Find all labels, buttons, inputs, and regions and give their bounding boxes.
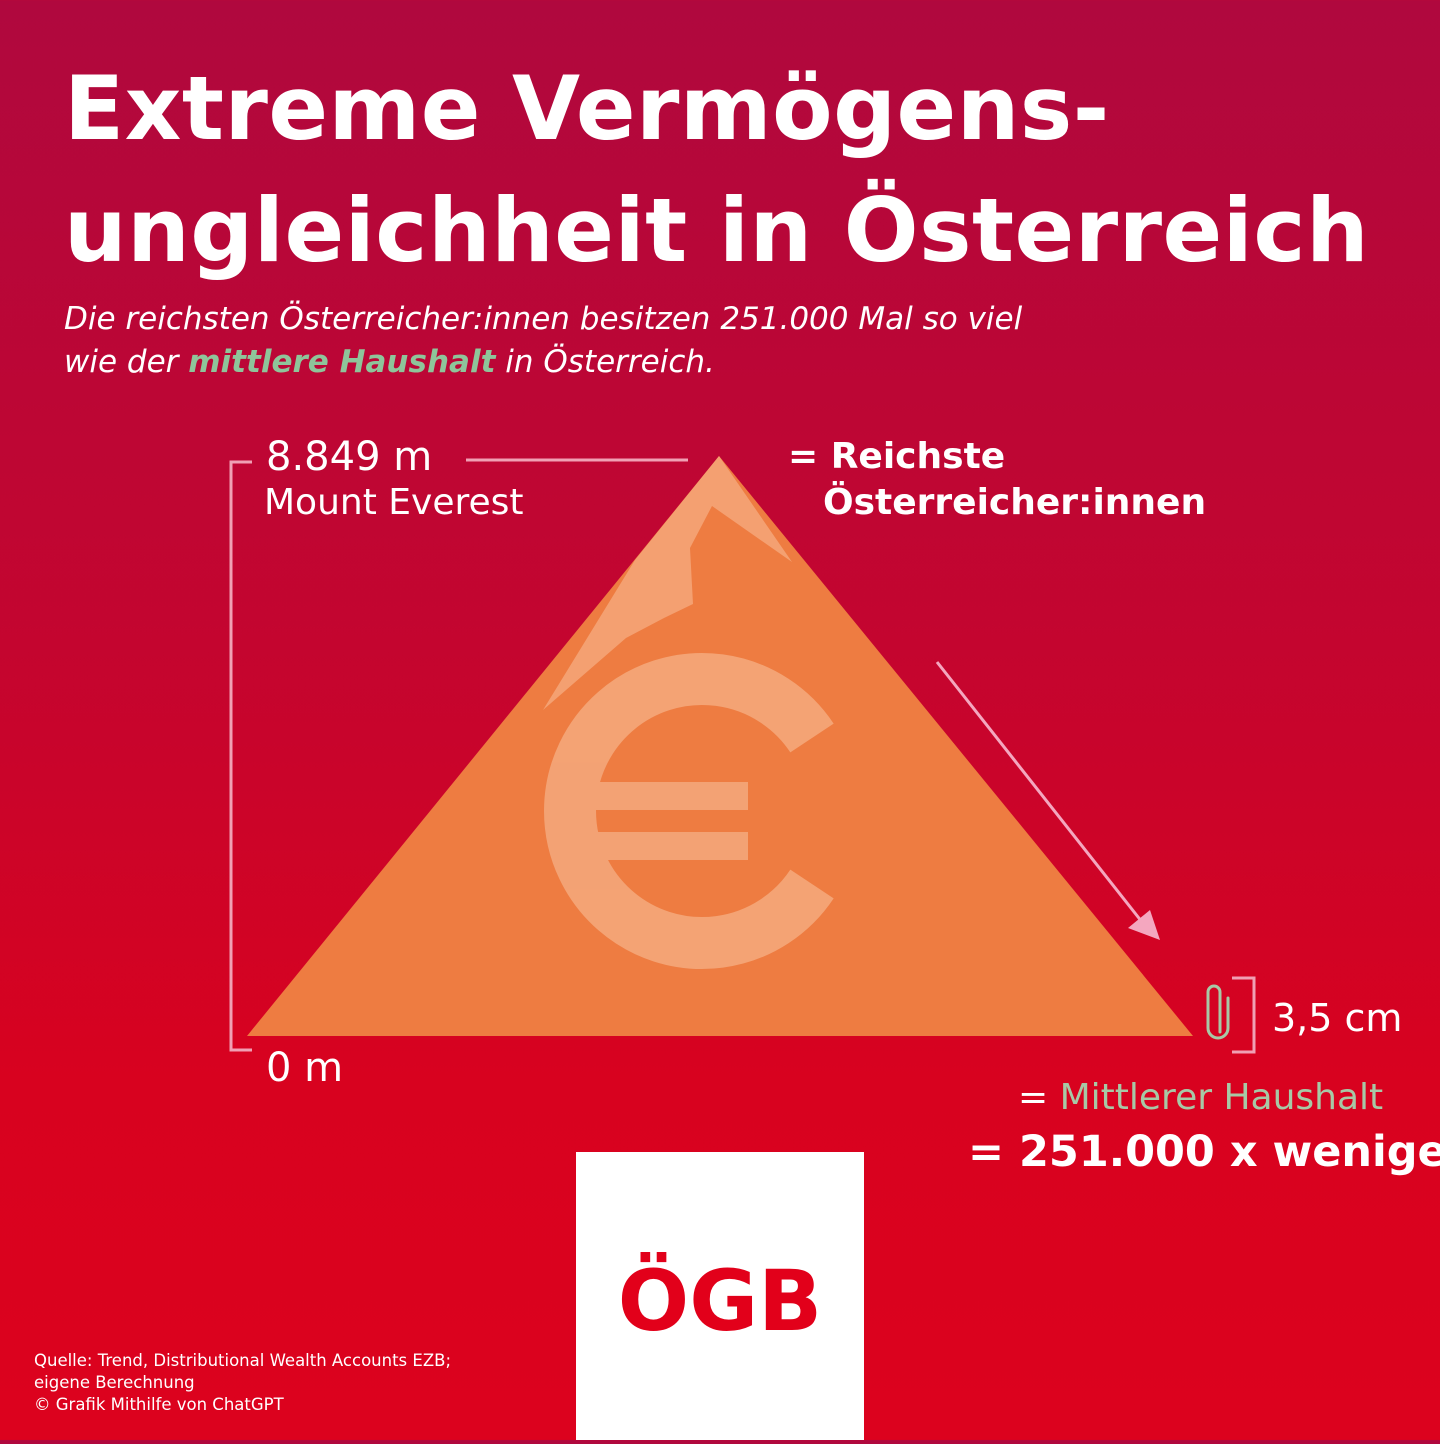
arrow-down-right-icon (935, 661, 1160, 940)
richest-label-line-1: = Reichste (788, 436, 1006, 477)
source-note: Quelle: Trend, Distributional Wealth Acc… (34, 1350, 451, 1416)
paperclip-icon (1206, 984, 1230, 1040)
height-bracket (229, 460, 252, 1052)
svg-text:ÖGB: ÖGB (618, 1252, 822, 1350)
richest-label: = Reichste Österreicher:innen (788, 434, 1206, 526)
median-prefix: = (1018, 1077, 1060, 1118)
median-text: Mittlerer Haushalt (1059, 1077, 1384, 1118)
page-title: Extreme Vermögens- ungleichheit in Öster… (64, 48, 1369, 292)
paperclip-height-label: 3,5 cm (1272, 996, 1403, 1040)
subtitle-highlight: mittlere Haushalt (188, 344, 496, 380)
paperclip-bracket (1232, 976, 1256, 1054)
oegb-logo-box: ÖGB (576, 1152, 864, 1440)
source-line-1: Quelle: Trend, Distributional Wealth Acc… (34, 1351, 452, 1370)
source-line-3: © Grafik Mithilfe von ChatGPT (34, 1395, 284, 1414)
subtitle: Die reichsten Österreicher:innen besitze… (64, 298, 1022, 384)
median-household-label: = Mittlerer Haushalt (1018, 1077, 1383, 1118)
zero-height-label: 0 m (266, 1045, 344, 1091)
oegb-logo: ÖGB (618, 1252, 822, 1350)
title-line-1: Extreme Vermögens- (64, 57, 1110, 160)
mountain-triangle (247, 456, 1193, 1036)
euro-icon (544, 653, 834, 969)
subtitle-line-2-start: wie der (64, 344, 189, 380)
everest-name-label: Mount Everest (264, 482, 524, 523)
mountain-snow-highlight (543, 456, 792, 710)
title-line-2: ungleichheit in Österreich (64, 179, 1370, 282)
source-line-2: eigene Berechnung (34, 1373, 195, 1392)
everest-height-label: 8.849 m (266, 434, 433, 480)
factor-label: = 251.000 x weniger (968, 1127, 1440, 1177)
subtitle-line-2-end: in Österreich. (495, 344, 715, 380)
subtitle-line-1: Die reichsten Österreicher:innen besitze… (64, 301, 1023, 337)
richest-label-line-2: Österreicher:innen (823, 482, 1207, 523)
